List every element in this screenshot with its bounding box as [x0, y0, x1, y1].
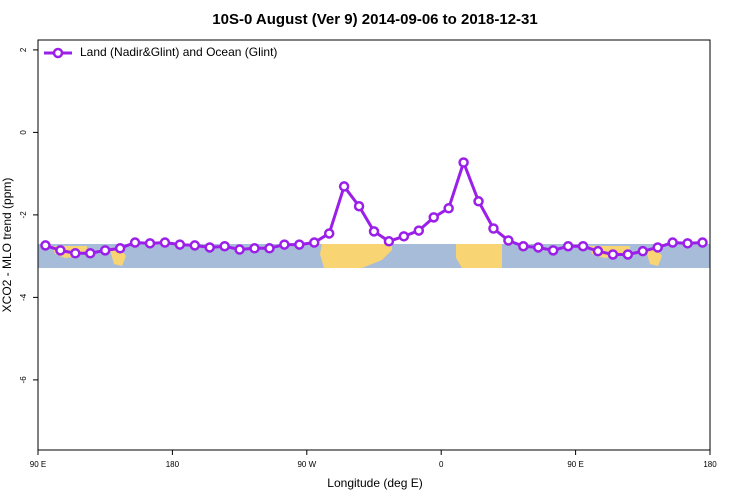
- x-tick-label: 180: [703, 460, 717, 469]
- data-point: [473, 196, 484, 207]
- data-point: [368, 226, 380, 237]
- data-point: [443, 203, 454, 214]
- data-point: [85, 247, 96, 259]
- data-point: [518, 240, 529, 252]
- x-tick-label: 180: [166, 460, 180, 469]
- data-point: [338, 181, 350, 192]
- data-point: [174, 239, 186, 250]
- chart-title: 10S-0 August (Ver 9) 2014-09-06 to 2018-…: [212, 11, 537, 28]
- data-point: [353, 200, 365, 212]
- data-point: [428, 212, 439, 223]
- data-point: [40, 240, 51, 251]
- y-tick-label: -2: [19, 211, 28, 219]
- data-point: [458, 157, 469, 168]
- data-point: [547, 245, 559, 256]
- data-point: [99, 245, 111, 256]
- data-point: [607, 249, 619, 260]
- data-point: [533, 242, 544, 253]
- data-point: [144, 238, 156, 249]
- y-axis-label: XCO2 - MLO trend (ppm): [0, 178, 14, 313]
- x-tick-label: 90 E: [567, 460, 583, 469]
- data-point: [249, 243, 260, 254]
- data-point: [279, 239, 290, 250]
- y-tick-label: -6: [19, 376, 28, 384]
- data-point: [637, 245, 649, 257]
- data-point: [219, 240, 230, 252]
- series-line: [44, 158, 703, 256]
- data-point: [697, 237, 708, 248]
- data-point: [592, 245, 604, 257]
- data-point: [413, 225, 425, 236]
- y-tick-label: 0: [19, 130, 28, 135]
- data-point: [562, 240, 574, 252]
- x-axis-label: Longitude (deg E): [327, 476, 422, 490]
- data-point: [129, 237, 141, 248]
- data-point: [114, 243, 126, 254]
- x-tick-label: 90 E: [30, 460, 46, 469]
- x-tick-label: 90 W: [297, 460, 316, 469]
- data-point: [622, 249, 634, 260]
- data-point: [264, 243, 275, 254]
- plot-frame: [37, 39, 711, 451]
- data-point: [294, 239, 305, 250]
- legend-marker: [52, 47, 64, 59]
- data-point: [652, 242, 663, 253]
- y-tick-label: -4: [19, 293, 28, 301]
- data-point: [309, 237, 320, 248]
- data-point: [398, 231, 410, 242]
- data-point: [204, 242, 215, 253]
- legend-label: Land (Nadir&Glint) and Ocean (Glint): [80, 45, 277, 59]
- data-point: [189, 240, 201, 251]
- data-point: [577, 240, 589, 252]
- data-point: [55, 245, 66, 256]
- x-tick-label: 0: [439, 460, 444, 469]
- data-point: [323, 228, 335, 239]
- data-point: [682, 238, 693, 249]
- data-point: [159, 237, 171, 248]
- data-point: [488, 223, 499, 234]
- data-point: [70, 247, 81, 259]
- data-point: [667, 237, 678, 248]
- data-point: [234, 244, 245, 255]
- data-point: [503, 235, 514, 246]
- data-point: [383, 236, 395, 247]
- y-tick-label: 2: [19, 47, 28, 52]
